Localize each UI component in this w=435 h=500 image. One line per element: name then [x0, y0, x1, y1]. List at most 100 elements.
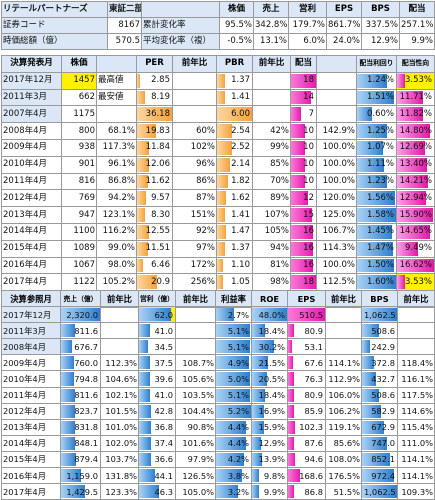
pbr-yoy-cell: 99% [252, 138, 291, 157]
per-yoy-cell: 151% [172, 206, 217, 224]
col-price-header: 株価 [61, 55, 97, 73]
col-op-header: 営利（億） [138, 289, 176, 308]
col-per-header: PER [136, 55, 173, 73]
average-value: -0.5% [219, 33, 254, 50]
div-yoy-cell: 100.0% [316, 256, 357, 275]
col-eps-yoy-header: 前年比 [325, 289, 362, 308]
price-cell: 800 [61, 122, 97, 140]
eps-bar [288, 324, 294, 338]
op-cell: 44.1 [138, 467, 176, 485]
div-value: 10 [303, 125, 314, 136]
margin-cell: 3.8% [215, 467, 252, 485]
payout-bar [397, 275, 405, 290]
sales-cell: 879.4 [60, 450, 101, 469]
div-value: 10 [303, 159, 314, 170]
sales-cell: 1,429.5 [60, 483, 101, 500]
div-yoy-cell: 142.9% [316, 122, 357, 140]
row-date: 2012年4月 [1, 402, 61, 420]
col-margin-header: 利益率 [215, 289, 252, 308]
op-yoy-cell: 108.7% [175, 354, 216, 372]
per-bar [137, 241, 149, 256]
payout-bar [397, 191, 426, 206]
per-cell: 36.18 [136, 105, 173, 124]
payout-bar [397, 90, 423, 105]
payout-bar [397, 140, 426, 155]
pbr-bar [217, 107, 252, 122]
eps-yoy-cell: 176.5% [325, 467, 362, 485]
per-bar [137, 174, 149, 189]
summary-head-bps: BPS [361, 1, 400, 18]
bps-yoy-cell: 111.0% [397, 434, 435, 452]
eps-bar [288, 388, 294, 402]
bps-value: 242.9 [371, 341, 395, 352]
eps-cell: 80.9 [287, 322, 326, 340]
pbr-yoy-cell: 42% [252, 122, 291, 140]
pbr-bar [217, 258, 224, 273]
div-cell: 12 [290, 189, 317, 208]
bps-bar [362, 324, 379, 338]
pbr-bar [217, 275, 224, 290]
bps-cell: 582.9 [361, 402, 398, 420]
payout-cell: 14.65% [396, 222, 435, 241]
roe-cell: 13.9% [251, 450, 288, 469]
eps-bar [288, 356, 293, 370]
summary-head-price: 株価 [219, 1, 254, 18]
payout-bar [397, 241, 419, 256]
payout-bar [397, 157, 427, 172]
roe-value: 13.9% [258, 454, 285, 465]
roe-value: 9.9% [263, 486, 285, 497]
sales-yoy-cell: 103.7% [100, 450, 139, 469]
div-cell: 18 [290, 71, 317, 90]
payout-value: 16.62% [399, 259, 432, 270]
div-yield-cell: 1.60% [356, 273, 397, 292]
row-date: 2009年4月 [1, 354, 61, 372]
div-bar [291, 124, 305, 138]
div-bar [291, 73, 316, 88]
div-yield-bar [357, 258, 394, 273]
pbr-cell: 1.10 [216, 256, 253, 275]
pbr-cell: 6.00 [216, 105, 253, 124]
col-payout-header: 配当性向 [396, 55, 435, 73]
valuation-row: 2013年4月 947 123.1% 8.30 151% 1.41 107% 15 125.0%… [1, 206, 435, 224]
eps-yoy-cell: 114.1% [325, 354, 362, 372]
margin-bar [216, 324, 251, 338]
bps-bar [362, 436, 387, 450]
roe-value: 18.4% [258, 325, 285, 336]
cumulative-label: 累計変化率 [141, 17, 220, 34]
pbr-bar [217, 157, 230, 172]
cumulative-value: 337.5% [361, 17, 400, 34]
sales-cell: 848.1 [60, 434, 101, 452]
bps-value: 432.7 [371, 374, 395, 385]
pbr-cell: 2.52 [216, 138, 253, 157]
eps-value: 76.3 [304, 374, 323, 385]
div-cell: 18 [290, 273, 317, 292]
eps-cell: 87.6 [287, 434, 326, 452]
margin-value: 4.2% [227, 454, 249, 465]
roe-cell: 21.5% [251, 354, 288, 372]
op-value: 34.5 [154, 341, 173, 352]
price-cell: 1457 [61, 71, 97, 90]
sales-bar [61, 308, 100, 322]
div-yield-bar [357, 174, 388, 189]
cumulative-value: 257.1% [399, 17, 435, 34]
average-value: 24.0% [326, 33, 362, 50]
margin-bar [216, 404, 251, 418]
bps-yoy-cell [397, 306, 435, 324]
pbr-yoy-cell: 85% [252, 155, 291, 174]
col-div-yoy-header [316, 55, 357, 73]
row-date: 2013年4月 [1, 418, 61, 436]
per-cell: 12.06 [136, 155, 173, 174]
row-date: 2015年4月 [1, 450, 61, 469]
per-value: 11.84 [145, 142, 170, 153]
fundamentals-row: 2012年4月 823.7 101.5% 42.8 104.4% 5.2% 16.9% 85.… [1, 402, 435, 420]
row-date: 2016年4月 [1, 467, 61, 485]
div-yoy-cell [316, 105, 357, 124]
sales-cell: 1,159.0 [60, 467, 101, 485]
div-yield-value: 1.60% [366, 276, 394, 287]
eps-cell: 53.1 [287, 338, 326, 356]
per-value: 12.06 [145, 159, 170, 170]
average-value: 6.0% [288, 33, 327, 50]
price-yoy-cell: 117.3% [96, 138, 137, 157]
per-cell: 8.30 [136, 206, 173, 224]
op-value: 44.1 [154, 470, 173, 481]
